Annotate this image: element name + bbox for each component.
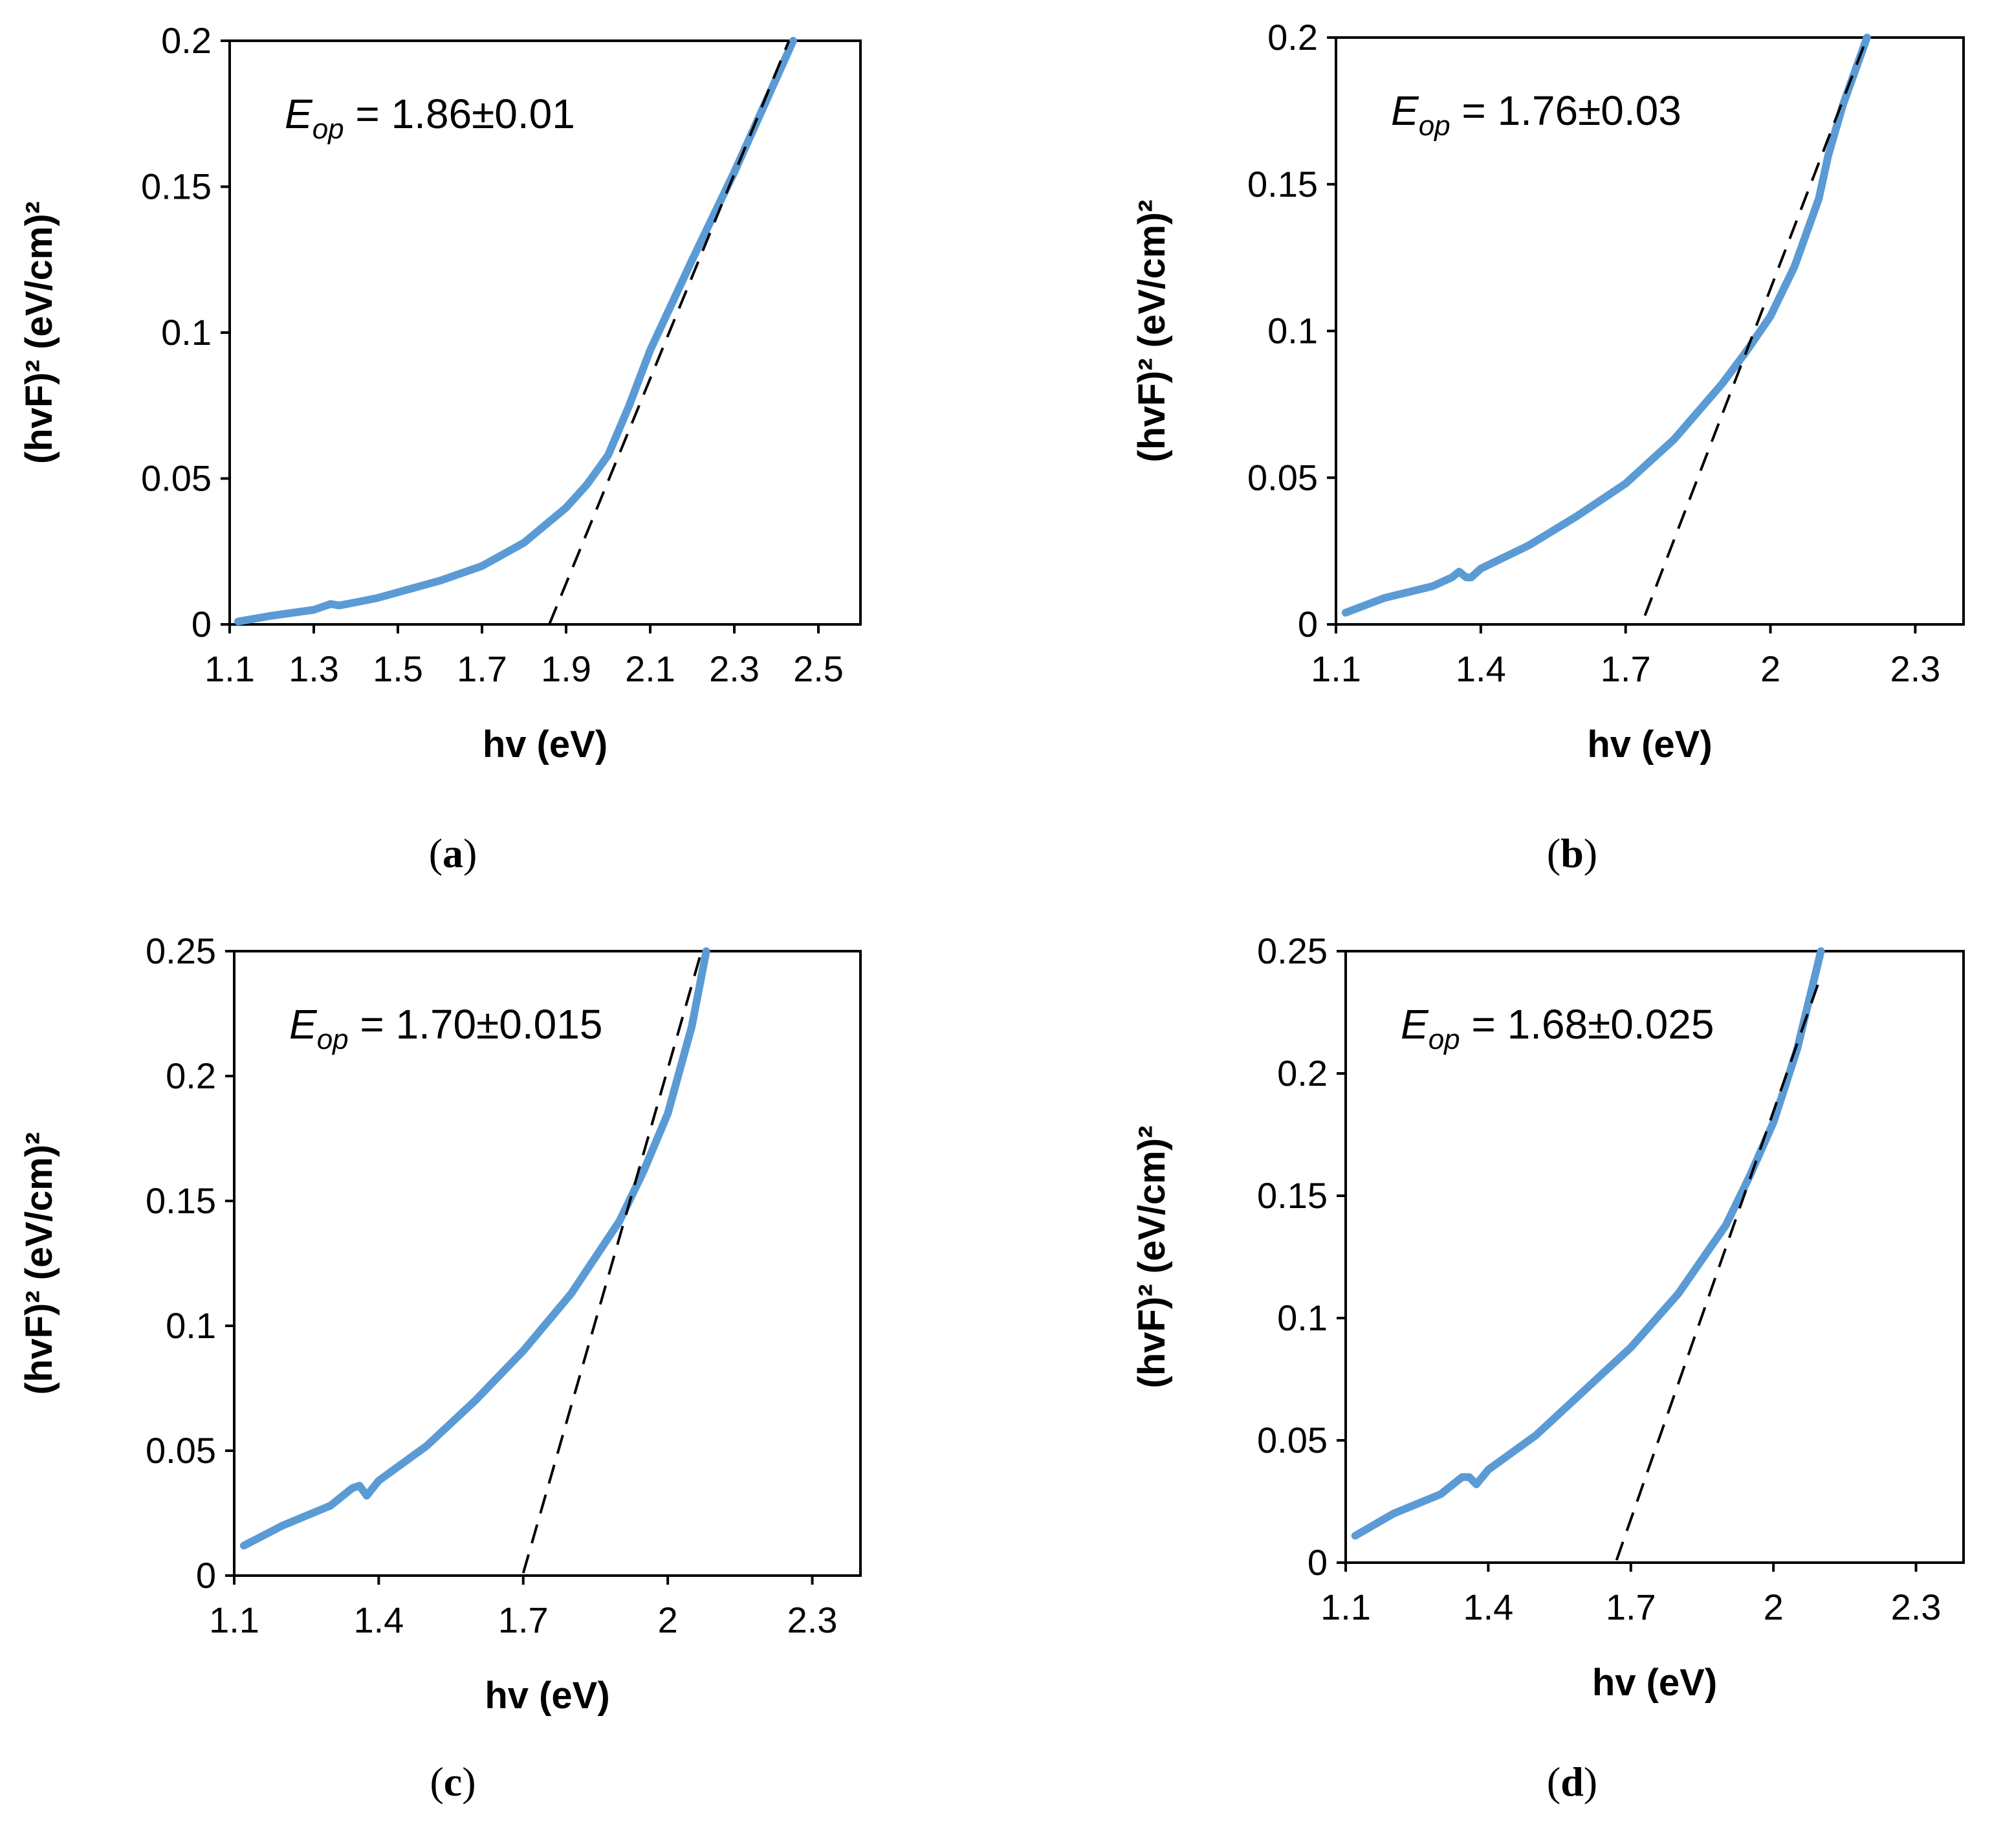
- y-tick-label: 0.1: [166, 1305, 216, 1346]
- x-axis-title: hv (eV): [1587, 723, 1712, 765]
- y-tick-label: 0.15: [1247, 164, 1318, 204]
- y-tick-label: 0.2: [166, 1055, 216, 1096]
- chart-panel-b: 1.1 1.4 1.7 2 2.3 0 0.05 0.1 0.15 0.2 hv (eV) (hvF)…: [1131, 17, 1965, 876]
- panel-label-letter: b: [1560, 830, 1584, 876]
- fit-line: [1615, 975, 1822, 1561]
- x-tick-label: 1.7: [1606, 1587, 1656, 1627]
- x-tick-label: 2.3: [1891, 1587, 1942, 1627]
- x-tick-label: 2: [1764, 1587, 1784, 1627]
- y-tick-label: 0.1: [1267, 311, 1318, 351]
- eop-annotation: Eop = 1.76±0.03: [1391, 87, 1681, 142]
- y-tick-label: 0.05: [141, 458, 212, 499]
- x-tick-label: 1.1: [204, 648, 255, 689]
- panel-label-open: (: [430, 1759, 443, 1805]
- fit-line: [548, 40, 791, 625]
- plot-frame: [233, 950, 862, 1577]
- y-tick-label: 0.2: [1277, 1053, 1328, 1094]
- panel-label: (d): [1547, 1759, 1597, 1805]
- x-axis-title: hv (eV): [485, 1675, 609, 1717]
- y-tick-label: 0: [1308, 1542, 1328, 1583]
- y-axis-title: (hvF)² (eV/cm)²: [1131, 200, 1173, 463]
- fit-line: [521, 951, 703, 1574]
- panel-label-close: ): [462, 1759, 476, 1805]
- y-tick-label: 0.15: [141, 166, 212, 207]
- x-tick-label: 2.5: [793, 648, 844, 689]
- panel-label-close: ): [463, 830, 477, 876]
- eop-annotation: Eop = 1.86±0.01: [285, 91, 575, 145]
- panel-label-open: (: [1547, 830, 1560, 876]
- eop-symbol: E: [1401, 1001, 1429, 1048]
- y-axis-title: (hvF)² (eV/cm)²: [1131, 1126, 1173, 1389]
- eop-annotation: Eop = 1.68±0.025: [1401, 1001, 1714, 1055]
- eop-value: = 1.86±0.01: [344, 91, 575, 137]
- x-tick-label: 1.4: [1456, 648, 1506, 689]
- x-tick-label: 2.3: [1890, 648, 1940, 689]
- panel-label-letter: c: [444, 1759, 462, 1805]
- y-tick-label: 0.15: [146, 1180, 216, 1221]
- y-tick-label: 0.25: [1257, 930, 1328, 971]
- y-tick-label: 0.15: [1257, 1175, 1328, 1216]
- y-tick-label: 0.05: [1247, 457, 1318, 498]
- y-tick-label: 0: [192, 604, 212, 644]
- eop-value: = 1.68±0.025: [1460, 1001, 1714, 1048]
- panel-label-close: ): [1584, 830, 1597, 876]
- panel-label-letter: d: [1560, 1759, 1584, 1805]
- eop-subscript: op: [1428, 1024, 1460, 1055]
- eop-subscript: op: [1419, 110, 1450, 142]
- x-tick-label: 1.1: [209, 1600, 259, 1640]
- chart-panel-a: 1.1 1.3 1.5 1.7 1.9 2.1 2.3 2.5 0 0.05 0.1 0.15 0.2 h…: [18, 20, 862, 876]
- eop-value: = 1.70±0.015: [349, 1001, 603, 1048]
- y-tick-label: 0.2: [1267, 17, 1318, 58]
- fit-line: [1643, 37, 1868, 617]
- panel-label-open: (: [429, 830, 443, 876]
- eop-value: = 1.76±0.03: [1450, 87, 1681, 134]
- x-tick-label: 1.3: [289, 648, 339, 689]
- y-tick-label: 0: [1298, 604, 1318, 644]
- panel-label: (b): [1547, 830, 1597, 876]
- x-tick-label: 1.7: [1601, 648, 1651, 689]
- x-tick-label: 1.1: [1311, 648, 1361, 689]
- eop-symbol: E: [1391, 87, 1419, 134]
- x-tick-label: 2: [658, 1600, 678, 1640]
- data-series-line: [1341, 34, 1871, 617]
- x-axis-title: hv (eV): [1592, 1662, 1717, 1704]
- x-tick-label: 1.1: [1320, 1587, 1371, 1627]
- y-tick-label: 0.1: [1277, 1297, 1328, 1338]
- panel-label: (c): [430, 1759, 476, 1805]
- y-tick-label: 0.05: [1257, 1420, 1328, 1460]
- y-axis-title: (hvF)² (eV/cm)²: [18, 1132, 60, 1395]
- eop-subscript: op: [312, 113, 344, 145]
- y-tick-label: 0.1: [161, 312, 212, 353]
- x-tick-label: 1.7: [498, 1600, 549, 1640]
- y-axis-title: (hvF)² (eV/cm)²: [18, 201, 60, 464]
- panel-label: (a): [429, 830, 477, 876]
- eop-subscript: op: [317, 1024, 349, 1055]
- x-tick-label: 2.3: [787, 1600, 838, 1640]
- panel-label-close: ): [1584, 1759, 1597, 1805]
- y-tick-label: 0.25: [146, 930, 216, 971]
- x-tick-label: 1.4: [353, 1600, 404, 1640]
- y-tick-label: 0.05: [146, 1430, 216, 1471]
- y-tick-label: 0.2: [161, 20, 212, 61]
- y-tick-label: 0: [196, 1555, 216, 1596]
- x-tick-label: 2.1: [625, 648, 675, 689]
- x-tick-label: 2.3: [709, 648, 760, 689]
- chart-panel-d: 1.1 1.4 1.7 2 2.3 0 0.05 0.1 0.15 0.2 0.25 hv (eV) (…: [1131, 930, 1965, 1805]
- data-series-line: [239, 947, 710, 1550]
- x-tick-label: 1.5: [373, 648, 423, 689]
- plot-frame: [1344, 950, 1965, 1564]
- data-series-line: [234, 37, 797, 626]
- x-axis-title: hv (eV): [483, 723, 607, 765]
- panel-label-letter: a: [443, 830, 463, 876]
- panel-label-open: (: [1547, 1759, 1560, 1805]
- x-tick-label: 1.9: [541, 648, 591, 689]
- x-tick-label: 2: [1760, 648, 1780, 689]
- eop-symbol: E: [289, 1001, 318, 1048]
- eop-symbol: E: [285, 91, 313, 137]
- x-tick-label: 1.4: [1463, 1587, 1513, 1627]
- eop-annotation: Eop = 1.70±0.015: [289, 1001, 602, 1055]
- x-tick-label: 1.7: [457, 648, 507, 689]
